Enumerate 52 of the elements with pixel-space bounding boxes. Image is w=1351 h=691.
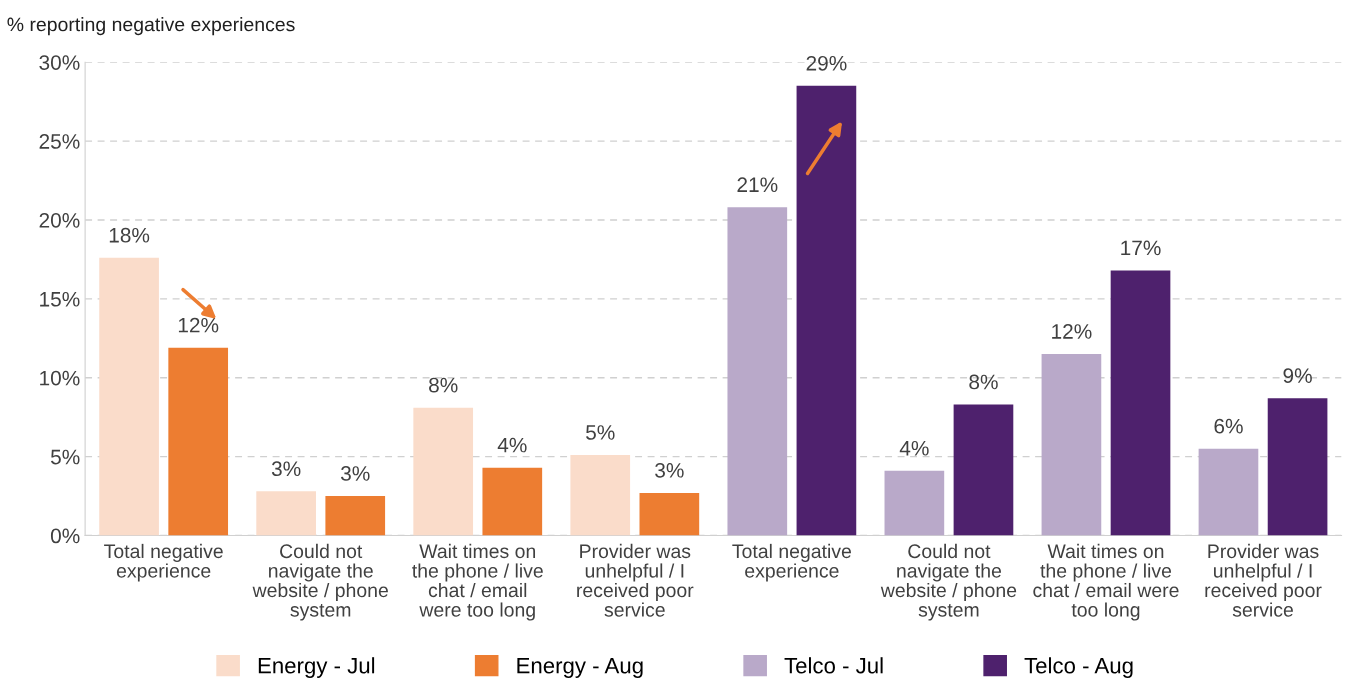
bar <box>413 407 474 536</box>
data-label: 18% <box>109 227 150 243</box>
bar <box>325 496 386 536</box>
bar <box>1267 398 1328 536</box>
y-tick-label: 10% <box>40 370 80 386</box>
x-tick-label: Total negative experience <box>732 543 851 582</box>
bar <box>482 467 543 536</box>
y-axis-title: % reporting negative experiences <box>7 17 295 36</box>
y-tick-label: 0% <box>50 528 80 544</box>
x-tick-label: Provider was unhelpful / I received poor service <box>577 543 694 617</box>
legend-label: Telco - Aug <box>1024 657 1133 678</box>
bar <box>1198 448 1259 536</box>
bar <box>953 404 1014 536</box>
y-tick-label: 15% <box>40 291 80 307</box>
bar <box>99 257 159 536</box>
data-label: 12% <box>178 317 219 333</box>
bar <box>1110 270 1171 536</box>
bar <box>168 347 229 536</box>
data-label: 3% <box>655 462 684 478</box>
bar <box>256 491 316 536</box>
bar <box>639 492 700 536</box>
data-label: 3% <box>271 461 301 477</box>
y-tick-label: 30% <box>39 55 80 70</box>
data-label: 29% <box>806 55 847 71</box>
data-label: 17% <box>1121 240 1161 256</box>
legend-label: Energy - Jul <box>258 657 375 678</box>
data-label: 9% <box>1283 368 1312 384</box>
y-tick-label: 25% <box>39 134 80 149</box>
x-tick-label: Wait times on the phone / live chat / email were too long <box>1033 543 1179 621</box>
x-tick-label: Total negative experience <box>104 543 223 582</box>
data-label: 5% <box>586 425 615 440</box>
x-tick-label: Wait times on the phone / live chat / email were too long <box>412 543 543 621</box>
x-tick-label: Provider was unhelpful / I received poor service <box>1205 543 1322 617</box>
x-tick-label: Could not navigate the website / phone system <box>252 543 388 621</box>
data-label: 3% <box>340 466 370 481</box>
bar <box>727 207 788 536</box>
data-label: 4% <box>899 440 929 456</box>
y-tick-label: 5% <box>50 449 80 465</box>
bar <box>1041 354 1102 536</box>
data-label: 4% <box>497 437 527 453</box>
bar <box>570 455 631 536</box>
bar <box>884 470 945 536</box>
data-label: 12% <box>1052 324 1092 339</box>
y-tick-label: 20% <box>39 212 80 228</box>
data-label: 8% <box>969 374 998 390</box>
data-label: 8% <box>429 377 458 393</box>
data-label: 21% <box>737 177 778 193</box>
legend-label: Energy - Aug <box>517 658 643 678</box>
data-label: 6% <box>1214 418 1243 434</box>
legend-label: Telco - Jul <box>784 657 883 674</box>
bar <box>796 85 857 536</box>
x-tick-label: Could not navigate the website / phone system <box>880 543 1017 621</box>
